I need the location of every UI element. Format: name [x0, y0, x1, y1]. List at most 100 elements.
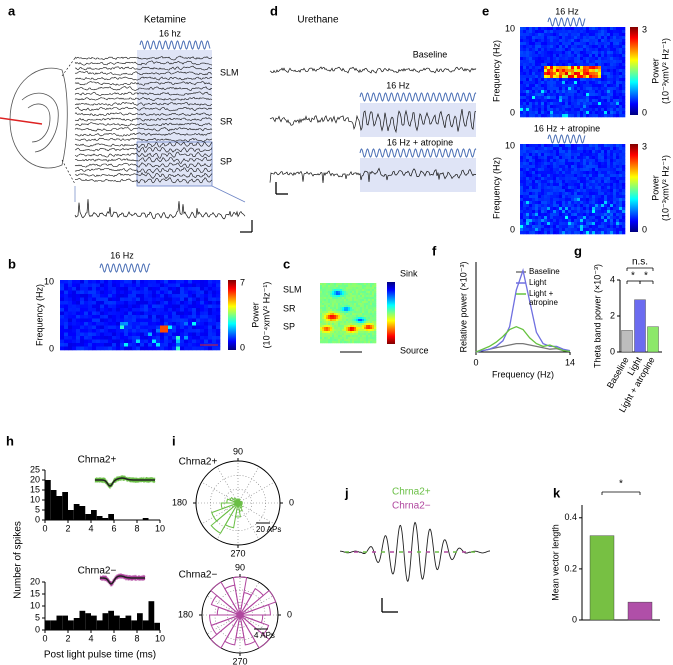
heatmap-cell	[607, 174, 610, 177]
heatmap-cell	[370, 341, 372, 343]
heatmap-cell	[342, 295, 344, 297]
heatmap-cell	[577, 192, 580, 195]
y-tick-label: 15	[30, 588, 40, 598]
label: SR	[220, 116, 233, 126]
heatmap-cell	[520, 78, 523, 81]
heatmap-cell	[577, 102, 580, 105]
heatmap-cell	[610, 87, 613, 90]
heatmap-cell	[586, 93, 589, 96]
heatmap-cell	[592, 66, 595, 69]
chart-title: Chrna2+	[179, 457, 218, 468]
heatmap-cell	[538, 105, 541, 108]
heatmap-cell	[124, 333, 128, 337]
heatmap-cell	[541, 147, 544, 150]
heatmap-cell	[607, 30, 610, 33]
heatmap-cell	[188, 319, 192, 323]
heatmap-cell	[523, 45, 526, 48]
heatmap-cell	[330, 323, 332, 325]
heatmap-cell	[184, 336, 188, 340]
heatmap-cell	[589, 177, 592, 180]
heatmap-cell	[338, 295, 340, 297]
heatmap-cell	[553, 87, 556, 90]
heatmap-cell	[204, 298, 208, 302]
heatmap-cell	[595, 222, 598, 225]
heatmap-cell	[358, 317, 360, 319]
heatmap-cell	[96, 336, 100, 340]
heatmap-cell	[124, 294, 128, 298]
heatmap-cell	[184, 319, 188, 323]
heatmap-cell	[324, 303, 326, 305]
heatmap-cell	[136, 312, 140, 316]
heatmap-cell	[535, 42, 538, 45]
heatmap-cell	[200, 312, 204, 316]
heatmap-cell	[332, 285, 334, 287]
heatmap-cell	[532, 225, 535, 228]
heatmap-cell	[338, 307, 340, 309]
heatmap-cell	[520, 183, 523, 186]
heatmap-cell	[550, 45, 553, 48]
heatmap-cell	[607, 204, 610, 207]
heatmap-cell	[592, 168, 595, 171]
heatmap-cell	[529, 156, 532, 159]
heatmap-cell	[556, 48, 559, 51]
heatmap-cell	[595, 153, 598, 156]
heatmap-cell	[592, 84, 595, 87]
heatmap-cell	[526, 51, 529, 54]
heatmap-cell	[328, 299, 330, 301]
heatmap-cell	[523, 219, 526, 222]
heatmap-cell	[348, 311, 350, 313]
heatmap-cell	[148, 315, 152, 319]
heatmap-cell	[160, 287, 164, 291]
heatmap-cell	[541, 36, 544, 39]
heatmap-cell	[574, 51, 577, 54]
heatmap-cell	[152, 308, 156, 312]
heatmap-cell	[622, 231, 625, 234]
heatmap-cell	[526, 219, 529, 222]
heatmap-cell	[577, 96, 580, 99]
heatmap-cell	[348, 315, 350, 317]
heatmap-cell	[366, 305, 368, 307]
heatmap-cell	[577, 114, 580, 117]
heatmap-cell	[598, 210, 601, 213]
heatmap-cell	[80, 294, 84, 298]
heatmap-cell	[601, 102, 604, 105]
heatmap-cell	[358, 305, 360, 307]
heatmap-cell	[544, 81, 547, 84]
heatmap-cell	[332, 325, 334, 327]
heatmap-cell	[601, 63, 604, 66]
heatmap-cell	[358, 313, 360, 315]
heatmap-cell	[364, 303, 366, 305]
heatmap-cell	[192, 298, 196, 302]
heatmap-cell	[592, 81, 595, 84]
heatmap-cell	[372, 299, 374, 301]
heatmap-cell	[544, 186, 547, 189]
heatmap-cell	[208, 333, 212, 337]
heatmap-cell	[544, 69, 547, 72]
heatmap-cell	[544, 183, 547, 186]
heatmap-cell	[538, 111, 541, 114]
heatmap-cell	[589, 30, 592, 33]
heatmap-cell	[571, 165, 574, 168]
label: SR	[283, 303, 296, 313]
heatmap-cell	[328, 301, 330, 303]
heatmap-cell	[559, 147, 562, 150]
heatmap-cell	[328, 339, 330, 341]
heatmap-cell	[362, 289, 364, 291]
heatmap-cell	[541, 69, 544, 72]
heatmap-cell	[526, 147, 529, 150]
heatmap-cell	[68, 294, 72, 298]
heatmap-cell	[322, 301, 324, 303]
heatmap-cell	[604, 159, 607, 162]
heatmap-cell	[529, 96, 532, 99]
y-tick-label: 2	[610, 310, 615, 320]
heatmap-cell	[523, 81, 526, 84]
heatmap-cell	[592, 78, 595, 81]
heatmap-cell	[589, 162, 592, 165]
heatmap-cell	[76, 336, 80, 340]
heatmap-cell	[601, 219, 604, 222]
heatmap-cell	[619, 213, 622, 216]
heatmap-cell	[568, 66, 571, 69]
heatmap-cell	[176, 336, 180, 340]
heatmap-cell	[616, 186, 619, 189]
heatmap-cell	[574, 162, 577, 165]
